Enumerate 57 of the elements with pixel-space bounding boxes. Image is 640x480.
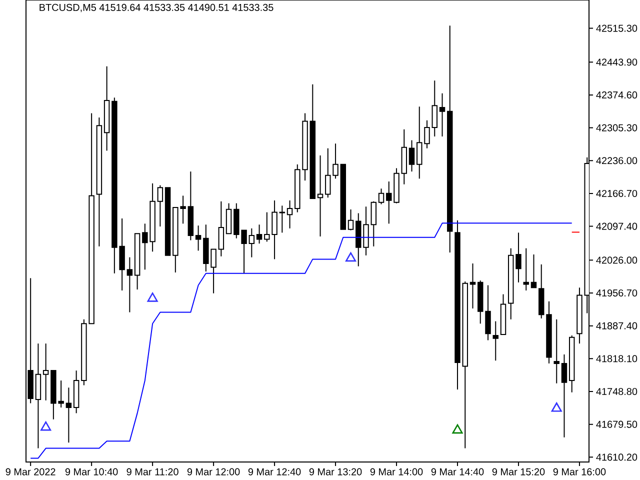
- candlestick: [195, 225, 202, 252]
- candlestick: [126, 256, 133, 313]
- x-tick-label: 9 Mar 14:00: [370, 468, 423, 476]
- point: [452, 424, 463, 434]
- y-tick-label: 41818.10: [596, 355, 638, 362]
- x-tick-label: 9 Mar 16:00: [553, 468, 606, 476]
- candlestick: [516, 232, 522, 283]
- candlestick: [256, 224, 262, 244]
- x-tick-label: 9 Mar 14:40: [431, 468, 484, 476]
- y-tick-label: 42097.40: [596, 222, 638, 230]
- candlestick: [317, 154, 324, 237]
- candlestick: [523, 248, 529, 291]
- chart-title: BTCUSD,M5 41519.64 41533.35 41490.51 41533.35: [40, 4, 274, 12]
- y-tick-label: 42026.00: [596, 256, 638, 264]
- candlestick: [279, 205, 286, 234]
- candlestick: [485, 284, 491, 341]
- y-tick-label: 41887.40: [596, 322, 638, 330]
- candlestick: [370, 200, 377, 247]
- y-tick-label: 41748.80: [596, 388, 638, 396]
- x-tick-label: 9 Mar 2022: [6, 468, 56, 476]
- candlestick: [218, 200, 224, 257]
- y-tick-label: 42515.30: [596, 24, 638, 32]
- y-tick-label: 42443.90: [596, 58, 638, 66]
- candlestick: [554, 318, 560, 384]
- x-tick-label: 9 Mar 11:20: [126, 468, 178, 476]
- y-tick-label: 41610.20: [596, 454, 638, 461]
- candlestick: [348, 208, 354, 231]
- x-tick-label: 9 Mar 10:40: [65, 468, 118, 476]
- candlestick: [439, 92, 446, 137]
- y-tick-label: 42374.60: [596, 91, 638, 98]
- x-tick-label: 9 Mar 12:40: [248, 468, 301, 476]
- point: [147, 292, 158, 302]
- candlestick: [561, 354, 568, 438]
- x-tick-label: 9 Mar 15:20: [492, 468, 545, 476]
- candlestick: [530, 254, 537, 288]
- candlestick: [378, 188, 384, 205]
- x-tick-label: 9 Mar 12:00: [187, 468, 240, 476]
- candlestick: [66, 387, 72, 444]
- y-tick-label: 42166.70: [596, 190, 638, 197]
- candlestick: [416, 106, 422, 180]
- candlestick: [286, 200, 293, 229]
- y-tick-label: 42236.00: [596, 157, 638, 164]
- candlestick: [492, 320, 498, 362]
- candlestick: [470, 262, 476, 309]
- point: [345, 252, 356, 262]
- y-tick-label: 41956.70: [596, 289, 638, 297]
- candlestick: [42, 343, 49, 401]
- candlestick: [408, 140, 415, 172]
- y-tick-label: 41679.50: [596, 420, 638, 428]
- x-tick-label: 9 Mar 13:20: [309, 468, 362, 476]
- candlestick: [424, 120, 430, 149]
- candlestick: [157, 184, 164, 227]
- point: [551, 402, 562, 412]
- y-tick-label: 42305.30: [596, 124, 638, 132]
- candlestick: [432, 80, 438, 137]
- point: [40, 421, 52, 431]
- candlestick: [248, 228, 255, 258]
